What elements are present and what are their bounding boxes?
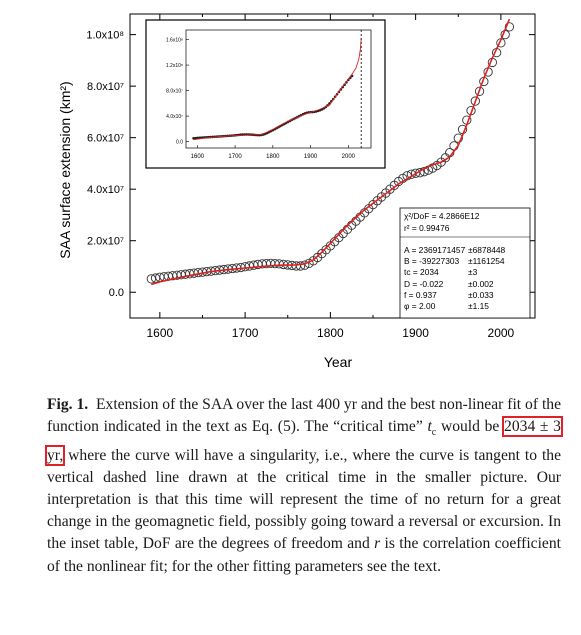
data-point xyxy=(453,133,463,143)
x-tick-label: 1700 xyxy=(232,326,259,340)
main-plot-area: 1600 1700 1800 1900 2000 0.0 2.0x10⁷ 4.0x10⁷ 6.0… xyxy=(86,13,536,340)
fit-table-frame xyxy=(399,207,531,319)
y-tick-label: 1.0x10⁸ xyxy=(86,30,124,42)
inset-x-tick-label: 1800 xyxy=(266,154,280,160)
fit-table-error: ±1.15 xyxy=(468,301,489,311)
data-point xyxy=(474,86,485,96)
x-tick-label: 1900 xyxy=(402,326,429,340)
fit-table-label: B = -39227303 xyxy=(404,256,460,266)
caption-r-var: r xyxy=(374,535,381,553)
fit-table-label: D = -0.022 xyxy=(404,279,444,289)
caption-text-2: would be xyxy=(436,418,505,436)
x-tick-label: 1800 xyxy=(317,326,344,340)
fit-table-label: r² = 0.99476 xyxy=(404,223,450,233)
inset-fit-line xyxy=(193,38,362,141)
caption-tc-sub: c xyxy=(431,427,437,439)
fit-table-error: ±0.002 xyxy=(468,279,494,289)
fit-table-label: χ²/DoF = 4.2866E12 xyxy=(404,211,480,221)
data-point xyxy=(295,261,306,271)
inset-y-tick-label: 1.2x10⁸ xyxy=(166,63,183,69)
fit-line xyxy=(151,18,511,286)
inset-data-point xyxy=(194,136,197,140)
inset-data-point xyxy=(196,136,199,140)
inset-y-tick-label: 8.0x10⁷ xyxy=(166,89,183,95)
inset-x-tick-label: 1700 xyxy=(228,154,242,160)
fit-table-label: A = 2369171457 xyxy=(404,245,466,255)
fit-table-label: tc = 2034 xyxy=(404,267,439,277)
fit-table-error: ±1161254 xyxy=(468,256,505,266)
caption-label: Fig. 1. xyxy=(47,396,89,413)
data-point xyxy=(470,96,480,106)
inset-y-tick-label: 4.0x10⁷ xyxy=(166,114,183,120)
figure-chart: 1600 1700 1800 1900 2000 0.0 2.0x10⁷ 4.0x10⁷ 6.0… xyxy=(57,13,536,370)
y-tick-label: 2.0x10⁷ xyxy=(87,236,124,248)
fit-parameter-table: χ²/DoF = 4.2866E12 r² = 0.99476 A = 236917… xyxy=(399,207,531,319)
x-axis-label: Year xyxy=(324,354,353,370)
fit-table-label: φ = 2.00 xyxy=(404,301,436,311)
inset-x-tick-label: 1900 xyxy=(304,154,318,160)
fit-table-error: ±3 xyxy=(468,267,478,277)
fit-table-error: ±6878448 xyxy=(468,245,506,255)
data-point xyxy=(415,168,425,178)
inset-plot: 1600 1700 1800 1900 2000 0.0 4.0x10⁷ 8.0x10⁷ 1.2… xyxy=(145,19,386,169)
y-tick-label: 0.0 xyxy=(109,287,124,299)
figure-caption: Fig. 1. Extension of the SAA over the la… xyxy=(45,394,563,578)
y-axis-label: SAA surface extension (km²) xyxy=(57,81,73,258)
caption-text-4: is the correlation coefficient of the no… xyxy=(47,535,561,575)
x-tick-label: 2000 xyxy=(488,326,515,340)
inset-x-tick-label: 1600 xyxy=(191,154,205,160)
y-tick-label: 6.0x10⁷ xyxy=(87,133,124,145)
x-tick-label: 1600 xyxy=(146,326,173,340)
plot-frame xyxy=(129,13,536,319)
caption-tc-var: t xyxy=(427,418,432,436)
caption-text-3: where the curve will have a singularity,… xyxy=(47,446,561,553)
y-tick-label: 4.0x10⁷ xyxy=(87,184,124,196)
inset-y-tick-label: 0.0 xyxy=(176,140,183,146)
inset-data-point xyxy=(192,137,195,140)
critical-time-highlight: 2034 ± 3 yr, xyxy=(45,416,563,466)
y-tick-label: 8.0x10⁷ xyxy=(87,81,124,93)
inset-y-tick-label: 1.6x10⁸ xyxy=(166,38,183,44)
fit-table-error: ±0.033 xyxy=(468,290,494,300)
inset-x-tick-label: 2000 xyxy=(342,154,356,160)
fit-table-label: f = 0.937 xyxy=(404,290,437,300)
caption-text-1: Extension of the SAA over the last 400 y… xyxy=(47,396,561,436)
inset-axes-frame xyxy=(185,29,372,149)
data-point xyxy=(504,22,515,32)
